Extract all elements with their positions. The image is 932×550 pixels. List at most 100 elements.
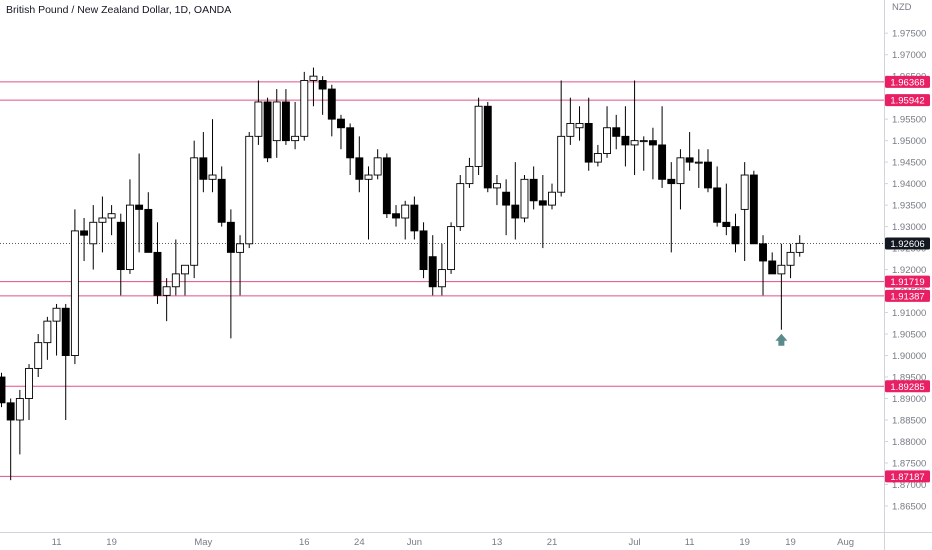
candle-body-up (777, 264, 786, 275)
level-price-tag (885, 75, 930, 88)
candle (786, 243, 795, 279)
candle-body-down (144, 208, 153, 253)
candle (337, 114, 345, 150)
price-tags: 1.96368 1.95942 1.91719 1.91387 1.89285 1.871… (885, 75, 930, 483)
candle (722, 183, 731, 236)
candle (511, 162, 520, 240)
candle (364, 166, 373, 240)
y-tick-label: 1.94000 (892, 179, 926, 190)
y-tick-label: 1.87500 (892, 458, 926, 469)
candle-body-up (437, 269, 446, 288)
candle (272, 89, 281, 158)
candle-body-up (309, 75, 318, 81)
level-price-tag-text: 1.91387 (890, 291, 924, 302)
candle (327, 84, 336, 137)
candle-body-up (162, 286, 171, 296)
candle-body-up (34, 342, 43, 369)
candle-body-up (575, 122, 584, 129)
candle-body-up (25, 367, 33, 399)
candle-body-up (364, 174, 373, 180)
candle (428, 235, 437, 296)
candle-body-up (272, 101, 281, 142)
candle (263, 97, 272, 163)
level-price-tag (885, 380, 930, 393)
time-axis[interactable]: 11 19 May 16 24 Jun 13 21 Jul 11 19 19 Aug (0, 532, 932, 549)
y-tick-label: 1.89000 (892, 394, 926, 405)
candle (447, 222, 456, 274)
candle-body-up (557, 135, 566, 193)
candle-body-down (502, 191, 511, 206)
candle (575, 106, 584, 141)
candle (603, 106, 611, 158)
candle (548, 183, 556, 210)
candle-body-down (529, 178, 538, 202)
candle-body-down (318, 80, 327, 90)
y-tick-label: 1.90500 (892, 330, 926, 341)
annotation-layer (775, 333, 788, 346)
candle-body-down (419, 230, 428, 271)
candle (254, 80, 263, 145)
candle (300, 71, 309, 141)
x-tick-label: Jul (628, 537, 640, 548)
candle-body-down (135, 204, 144, 210)
candle (355, 136, 364, 193)
candle (749, 170, 758, 245)
candle-body-up (236, 243, 245, 253)
y-tick-label: 1.93000 (892, 222, 926, 233)
chart-title: British Pound / New Zealand Dollar, 1D, … (6, 4, 232, 16)
candle (70, 209, 79, 365)
candle-body-up (190, 157, 199, 266)
candle-body-up (70, 230, 79, 356)
candle (676, 149, 685, 210)
x-tick-label: 21 (547, 537, 558, 548)
candle-body-down (483, 105, 492, 189)
candle-body-up (245, 135, 254, 245)
level-price-tag-text: 1.96368 (890, 77, 924, 88)
candle-body-down (392, 213, 400, 219)
candle-body-down (410, 204, 419, 232)
candle-body-down (612, 127, 621, 137)
candle-body-down (281, 101, 290, 142)
candle (419, 222, 428, 279)
candle (144, 192, 153, 253)
candle (768, 252, 777, 275)
y-tick-label: 1.94500 (892, 158, 926, 169)
candle (80, 218, 89, 261)
x-tick-label: 19 (785, 537, 796, 548)
y-tick-label: 1.91000 (892, 308, 926, 319)
candle (153, 222, 162, 304)
x-tick-label: 24 (354, 537, 365, 548)
candle (135, 153, 144, 253)
level-price-tag-text: 1.95942 (890, 96, 924, 107)
candle-body-down (584, 122, 593, 163)
candle (437, 243, 446, 296)
candle (107, 205, 116, 236)
candle (731, 213, 740, 253)
level-price-tag-text: 1.89285 (890, 382, 924, 393)
candle-body-up (795, 242, 804, 253)
candle-body-up (694, 161, 703, 164)
level-price-tag (885, 470, 930, 483)
candle (740, 162, 749, 261)
candle (465, 157, 474, 188)
x-tick-label: 11 (685, 537, 695, 548)
x-tick-label: May (194, 537, 212, 548)
candle-body-up (52, 307, 61, 322)
candle (520, 175, 529, 223)
candle-body-up (676, 157, 685, 185)
candle (648, 127, 657, 180)
candle (25, 364, 33, 420)
candle-body-up (171, 273, 180, 288)
candle (410, 196, 419, 240)
y-tick-label: 1.89500 (892, 373, 926, 384)
candle-body-down (226, 221, 235, 253)
candle-body-down (61, 307, 70, 356)
candle-body-down (511, 204, 520, 219)
candle-body-down (749, 174, 758, 245)
candle (795, 235, 804, 257)
candle-body-down (80, 230, 89, 236)
candle (493, 175, 501, 206)
candle-body-up (603, 127, 611, 154)
x-tick-label: 19 (739, 537, 750, 548)
